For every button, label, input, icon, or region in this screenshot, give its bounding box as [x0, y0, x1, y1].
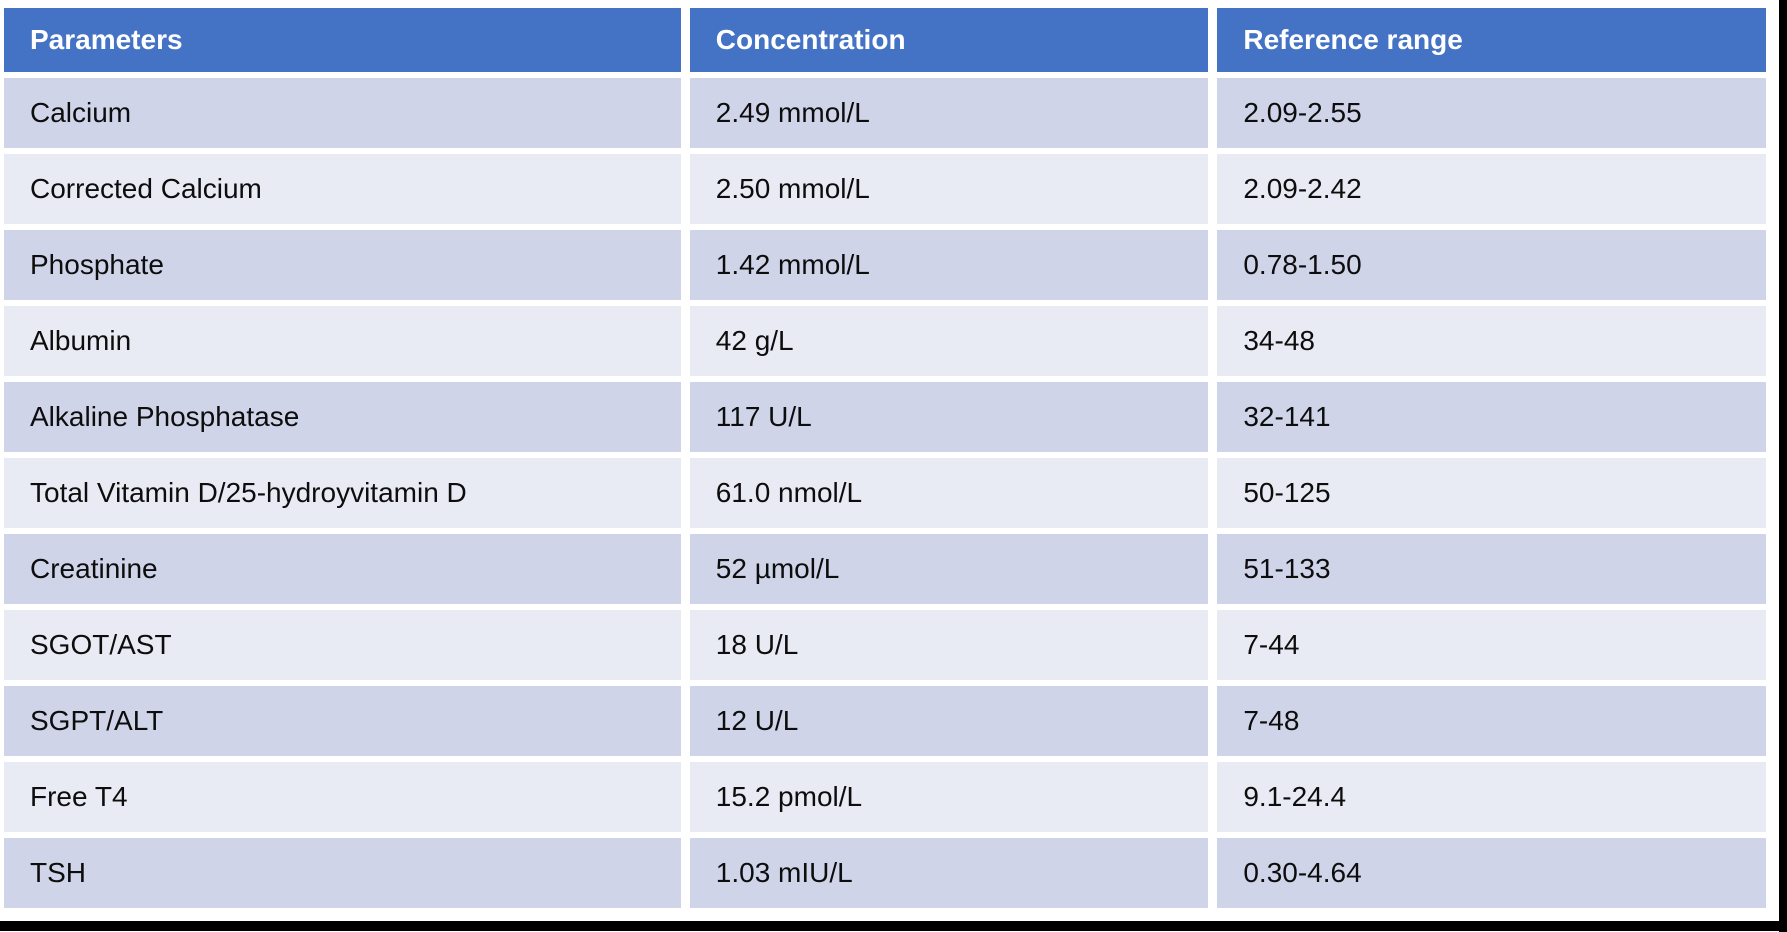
table-row: TSH 1.03 mIU/L 0.30-4.64: [4, 838, 1766, 908]
concentration-cell: 61.0 nmol/L: [689, 458, 1209, 528]
reference-range-cell: 51-133: [1217, 534, 1766, 604]
parameter-cell: Total Vitamin D/25-hydroyvitamin D: [4, 458, 681, 528]
reference-range-cell: 0.78-1.50: [1217, 230, 1766, 300]
parameter-cell: Calcium: [4, 78, 681, 148]
reference-range-cell: 0.30-4.64: [1217, 838, 1766, 908]
column-header-concentration: Concentration: [689, 8, 1209, 72]
concentration-cell: 15.2 pmol/L: [689, 762, 1209, 832]
concentration-cell: 18 U/L: [689, 610, 1209, 680]
table-row: Phosphate 1.42 mmol/L 0.78-1.50: [4, 230, 1766, 300]
reference-range-cell: 9.1-24.4: [1217, 762, 1766, 832]
table-body: Calcium 2.49 mmol/L 2.09-2.55 Corrected …: [4, 78, 1766, 908]
table-row: Albumin 42 g/L 34-48: [4, 306, 1766, 376]
parameter-cell: Albumin: [4, 306, 681, 376]
concentration-cell: 1.03 mIU/L: [689, 838, 1209, 908]
column-header-reference-range: Reference range: [1217, 8, 1766, 72]
table-row: Total Vitamin D/25-hydroyvitamin D 61.0 …: [4, 458, 1766, 528]
table-row: Free T4 15.2 pmol/L 9.1-24.4: [4, 762, 1766, 832]
concentration-cell: 42 g/L: [689, 306, 1209, 376]
parameter-cell: Free T4: [4, 762, 681, 832]
parameter-cell: SGPT/ALT: [4, 686, 681, 756]
reference-range-cell: 50-125: [1217, 458, 1766, 528]
parameter-cell: Alkaline Phosphatase: [4, 382, 681, 452]
reference-range-cell: 2.09-2.55: [1217, 78, 1766, 148]
concentration-cell: 2.49 mmol/L: [689, 78, 1209, 148]
concentration-cell: 1.42 mmol/L: [689, 230, 1209, 300]
concentration-cell: 2.50 mmol/L: [689, 154, 1209, 224]
table-row: Corrected Calcium 2.50 mmol/L 2.09-2.42: [4, 154, 1766, 224]
table-row: Alkaline Phosphatase 117 U/L 32-141: [4, 382, 1766, 452]
parameter-cell: Corrected Calcium: [4, 154, 681, 224]
table-row: SGPT/ALT 12 U/L 7-48: [4, 686, 1766, 756]
lab-results-table: Parameters Concentration Reference range…: [0, 2, 1775, 914]
concentration-cell: 12 U/L: [689, 686, 1209, 756]
table-right-border: [1779, 0, 1787, 932]
parameter-cell: Creatinine: [4, 534, 681, 604]
table-row: Calcium 2.49 mmol/L 2.09-2.55: [4, 78, 1766, 148]
reference-range-cell: 7-44: [1217, 610, 1766, 680]
reference-range-cell: 2.09-2.42: [1217, 154, 1766, 224]
parameter-cell: SGOT/AST: [4, 610, 681, 680]
reference-range-cell: 32-141: [1217, 382, 1766, 452]
parameter-cell: TSH: [4, 838, 681, 908]
column-header-parameters: Parameters: [4, 8, 681, 72]
concentration-cell: 117 U/L: [689, 382, 1209, 452]
table-row: SGOT/AST 18 U/L 7-44: [4, 610, 1766, 680]
reference-range-cell: 7-48: [1217, 686, 1766, 756]
reference-range-cell: 34-48: [1217, 306, 1766, 376]
parameter-cell: Phosphate: [4, 230, 681, 300]
concentration-cell: 52 µmol/L: [689, 534, 1209, 604]
table-header-row: Parameters Concentration Reference range: [4, 8, 1766, 72]
table-bottom-border: [0, 921, 1780, 931]
table-row: Creatinine 52 µmol/L 51-133: [4, 534, 1766, 604]
table-header: Parameters Concentration Reference range: [4, 8, 1766, 72]
